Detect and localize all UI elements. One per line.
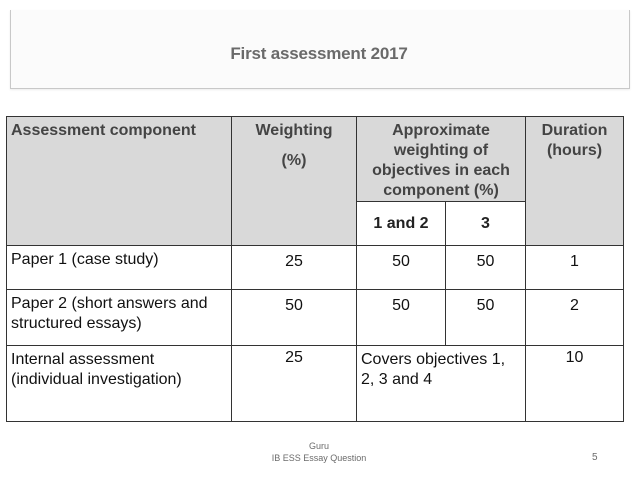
title-banner [10, 10, 630, 89]
row-duration: 2 [525, 289, 624, 346]
page-number: 5 [592, 452, 598, 463]
row-objectives-1-2: 50 [356, 245, 446, 290]
row-weighting: 50 [231, 289, 357, 346]
row-objectives-3: 50 [445, 289, 526, 346]
assessment-table: Assessment component Weighting (%) Appro… [6, 116, 624, 422]
row-objectives-1-2: 50 [356, 289, 446, 346]
row-weighting: 25 [231, 245, 357, 290]
row-duration: 10 [525, 345, 624, 422]
table-header-row: Assessment component Weighting (%) Appro… [6, 116, 624, 246]
footer-author: Guru [308, 441, 329, 451]
table-row: Internal assessment (individual investig… [6, 345, 624, 422]
footer-subtitle: IB ESS Essay Question [271, 453, 367, 463]
row-component: Paper 2 (short answers and structured es… [6, 289, 232, 346]
header-weighting-label: Weighting [255, 122, 333, 139]
header-duration: Duration (hours) [525, 116, 624, 246]
header-assessment-component: Assessment component [6, 116, 232, 246]
subheader-objectives-3: 3 [445, 201, 526, 246]
header-objectives: Approximate weighting of objectives in e… [356, 116, 526, 202]
row-component: Internal assessment (individual investig… [6, 345, 232, 422]
table-row: Paper 2 (short answers and structured es… [6, 289, 624, 346]
row-objectives-3: 50 [445, 245, 526, 290]
slide-title: First assessment 2017 [230, 44, 408, 63]
row-duration: 1 [525, 245, 624, 290]
table-subheader-row: 1 and 2 3 [7, 201, 624, 246]
header-weighting-unit: (%) [281, 152, 307, 169]
row-component: Paper 1 (case study) [6, 245, 232, 290]
footer: Guru IB ESS Essay Question [0, 440, 638, 464]
row-objectives-note: Covers objectives 1, 2, 3 and 4 [356, 345, 526, 422]
row-weighting: 25 [231, 345, 357, 422]
header-weighting: Weighting (%) [231, 116, 357, 246]
table-row: Paper 1 (case study) 25 50 50 1 [6, 245, 624, 290]
subheader-objectives-1-2: 1 and 2 [356, 201, 446, 246]
